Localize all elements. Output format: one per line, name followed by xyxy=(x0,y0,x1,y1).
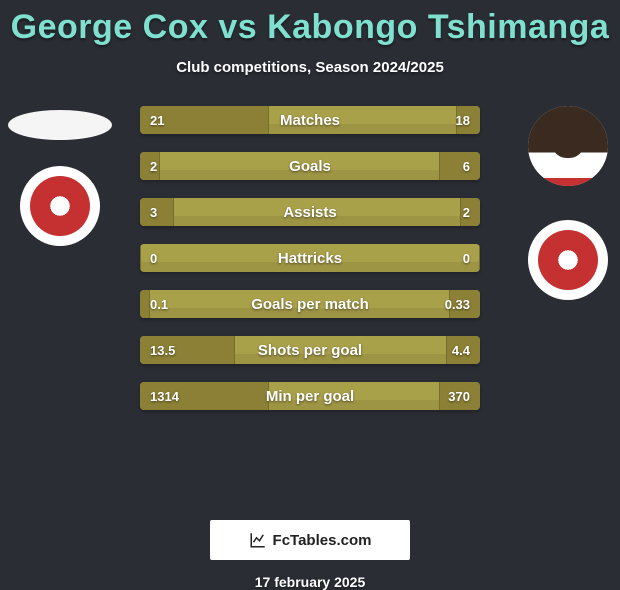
player2-face-icon xyxy=(528,106,608,186)
stat-fill-right xyxy=(460,198,480,226)
stat-row: Hattricks0 0 xyxy=(140,244,480,272)
brand-text: FcTables.com xyxy=(273,532,372,549)
stat-fill-right xyxy=(449,290,480,318)
stat-fill-left xyxy=(140,382,269,410)
page-title: George Cox vs Kabongo Tshimanga xyxy=(0,0,620,47)
stat-row: Min per goal1314370 xyxy=(140,382,480,410)
stat-label: Hattricks xyxy=(140,244,480,272)
stat-fill-right xyxy=(439,382,480,410)
stat-fill-left xyxy=(140,106,269,134)
stat-fill-left xyxy=(140,244,141,272)
stat-label: Goals xyxy=(140,152,480,180)
stat-fill-right xyxy=(456,106,480,134)
stat-row: Goals per match0.10.33 xyxy=(140,290,480,318)
player1-avatar xyxy=(8,110,112,140)
player1-club-crest xyxy=(20,166,100,246)
stat-fill-left xyxy=(140,336,235,364)
brand-badge[interactable]: FcTables.com xyxy=(210,520,410,560)
snapshot-date: 17 february 2025 xyxy=(0,574,620,590)
crest-icon xyxy=(30,176,90,236)
stat-row: Goals26 xyxy=(140,152,480,180)
stat-row: Shots per goal13.54.4 xyxy=(140,336,480,364)
comparison-stage: Matches2118 Goals26 Assists32 Hattricks0 0 Go… xyxy=(0,88,620,508)
stat-fill-right xyxy=(479,244,480,272)
player2-club-crest xyxy=(528,220,608,300)
stat-value-left: 0 xyxy=(140,244,167,272)
stat-fill-left xyxy=(140,152,160,180)
stat-label: Goals per match xyxy=(140,290,480,318)
stat-fill-left xyxy=(140,290,150,318)
player2-avatar xyxy=(528,106,608,186)
stat-fill-right xyxy=(439,152,480,180)
stat-row: Matches2118 xyxy=(140,106,480,134)
stat-value-right: 0 xyxy=(453,244,480,272)
stat-bars: Matches2118 Goals26 Assists32 Hattricks0 0 Go… xyxy=(140,106,480,428)
crest-icon xyxy=(538,230,598,290)
stat-fill-left xyxy=(140,198,174,226)
chart-icon xyxy=(249,531,267,549)
stat-row: Assists32 xyxy=(140,198,480,226)
stat-label: Assists xyxy=(140,198,480,226)
page-subtitle: Club competitions, Season 2024/2025 xyxy=(0,59,620,76)
stat-fill-right xyxy=(446,336,480,364)
